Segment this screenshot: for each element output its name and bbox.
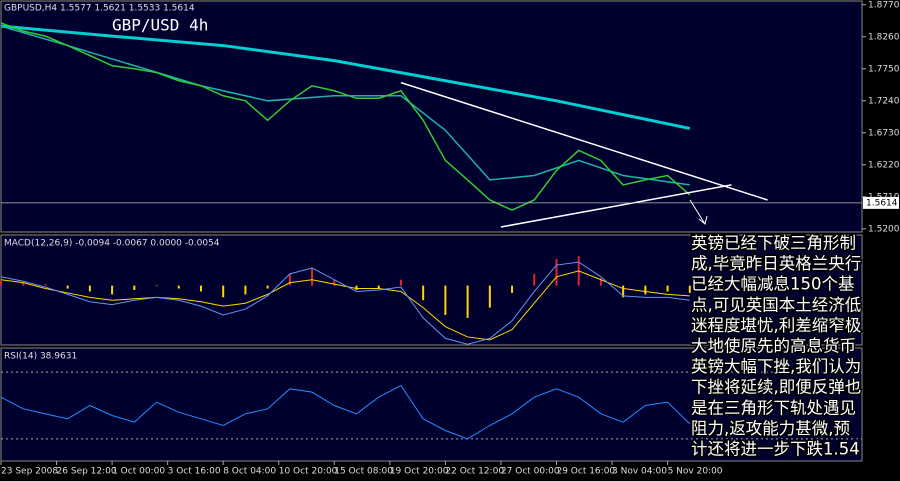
x-tick-label: 5 Nov 20:00 bbox=[668, 467, 723, 477]
annotation-line: 迷程度堪忧,利差缩窄极 bbox=[691, 316, 861, 335]
annotation-line: 点,可见英国本土经济低 bbox=[691, 295, 861, 314]
histogram-bar bbox=[155, 285, 158, 287]
histogram-bar bbox=[177, 285, 180, 289]
series-line bbox=[0, 24, 691, 130]
histogram-bar bbox=[133, 285, 136, 290]
histogram-bar bbox=[222, 285, 225, 298]
x-tick-label: 15 Oct 08:00 bbox=[334, 467, 393, 477]
series-line bbox=[0, 384, 691, 440]
x-tick-label: 8 Oct 04:00 bbox=[223, 467, 276, 477]
arrow bbox=[689, 199, 708, 225]
last-price-box bbox=[863, 196, 899, 209]
histogram-bar bbox=[444, 285, 447, 315]
rsi-title: RSI(14) 38.9631 bbox=[4, 352, 77, 362]
y-tick-label: 1.6730 bbox=[868, 128, 900, 138]
chart-title: GBP/USD 4h bbox=[112, 16, 208, 35]
annotation-line: 成,毕竟昨日英格兰央行 bbox=[691, 254, 861, 273]
histogram-bar bbox=[599, 278, 602, 286]
rsi-panel bbox=[0, 347, 863, 462]
macd-panel bbox=[0, 234, 863, 346]
annotation: 英镑已经下破三角形制成,毕竟昨日英格兰央行已经大幅减息150个基点,可见英国本土… bbox=[690, 232, 863, 460]
series-line bbox=[0, 22, 691, 211]
histogram-bar bbox=[622, 285, 625, 298]
histogram-bar bbox=[688, 285, 691, 293]
annotation-line: 计还将进一步下跌1.54 bbox=[691, 440, 860, 459]
annotation-line: 英镑大幅下挫,我们认为 bbox=[691, 357, 861, 376]
histogram-bar bbox=[644, 285, 647, 295]
histogram-bar bbox=[377, 285, 380, 289]
macd-title: MACD(12,26,9) -0.0094 -0.0067 0.0000 -0.… bbox=[4, 239, 220, 249]
y-tick-label: 1.7240 bbox=[868, 96, 900, 106]
x-tick-label: 1 Oct 00:00 bbox=[112, 467, 165, 477]
annotation-line: 下挫将延续,即便反弹也 bbox=[691, 378, 861, 397]
y-tick-label: 1.7750 bbox=[868, 64, 900, 74]
x-tick-label: 26 Sep 12:00 bbox=[57, 467, 117, 477]
histogram-bar bbox=[511, 285, 514, 293]
y-tick-label: 1.8770 bbox=[868, 0, 900, 10]
histogram-bar bbox=[44, 284, 47, 286]
x-tick-label: 10 Oct 20:00 bbox=[279, 467, 338, 477]
annotation-line: 已经大幅减息150个基 bbox=[691, 275, 855, 294]
chart-subtitle: GBPUSD,H4 1.5577 1.5621 1.5533 1.5614 bbox=[4, 4, 195, 14]
x-tick-label: 19 Oct 20:00 bbox=[390, 467, 449, 477]
histogram-bar bbox=[111, 285, 114, 295]
x-tick-label: 3 Oct 16:00 bbox=[168, 467, 221, 477]
marks bbox=[0, 22, 862, 440]
annotation-line: 是在三角形下轨处遇见 bbox=[691, 398, 856, 417]
histogram-bar bbox=[266, 285, 269, 289]
histogram-bar bbox=[488, 285, 491, 308]
histogram-bar bbox=[22, 282, 25, 286]
series-line bbox=[0, 261, 690, 345]
histogram-bar bbox=[555, 259, 558, 286]
x-tick-label: 23 Sep 2008 bbox=[1, 467, 58, 477]
price-panel bbox=[0, 0, 863, 233]
histogram-bar bbox=[66, 285, 69, 289]
y-tick-label: 1.8260 bbox=[868, 32, 900, 42]
x-tick-label: 27 Oct 00:00 bbox=[501, 467, 560, 477]
annotation-line: 大地使原先的高息货币 bbox=[691, 337, 856, 356]
histogram-bar bbox=[88, 285, 91, 292]
x-tick-label: 22 Oct 12:00 bbox=[445, 467, 504, 477]
histogram-bar bbox=[466, 285, 469, 318]
histogram-bar bbox=[311, 268, 314, 286]
annotation-line: 阻力,返攻能力甚微,预 bbox=[691, 419, 850, 438]
histogram-bar bbox=[199, 285, 202, 292]
x-tick-label: 29 Oct 16:00 bbox=[556, 467, 615, 477]
annotation-line: 英镑已经下破三角形制 bbox=[691, 234, 856, 253]
series-line bbox=[0, 270, 690, 341]
y-tick-label: 1.5200 bbox=[868, 224, 900, 234]
last-price-label: 1.5614 bbox=[866, 198, 898, 208]
y-tick-label: 1.6220 bbox=[868, 160, 900, 170]
trendline bbox=[400, 81, 768, 201]
histogram-bar bbox=[422, 285, 425, 301]
trendline bbox=[500, 184, 732, 228]
histogram-bar bbox=[244, 285, 247, 295]
x-tick-label: 3 Nov 04:00 bbox=[612, 467, 667, 477]
histogram-bar bbox=[666, 285, 669, 292]
histogram-bar bbox=[533, 273, 536, 286]
histogram-bar bbox=[399, 279, 402, 286]
histogram-bar bbox=[355, 285, 358, 290]
series-line bbox=[0, 25, 690, 186]
histogram-bar bbox=[0, 281, 2, 286]
histogram-bar bbox=[333, 279, 336, 286]
histogram-bar bbox=[288, 273, 291, 286]
